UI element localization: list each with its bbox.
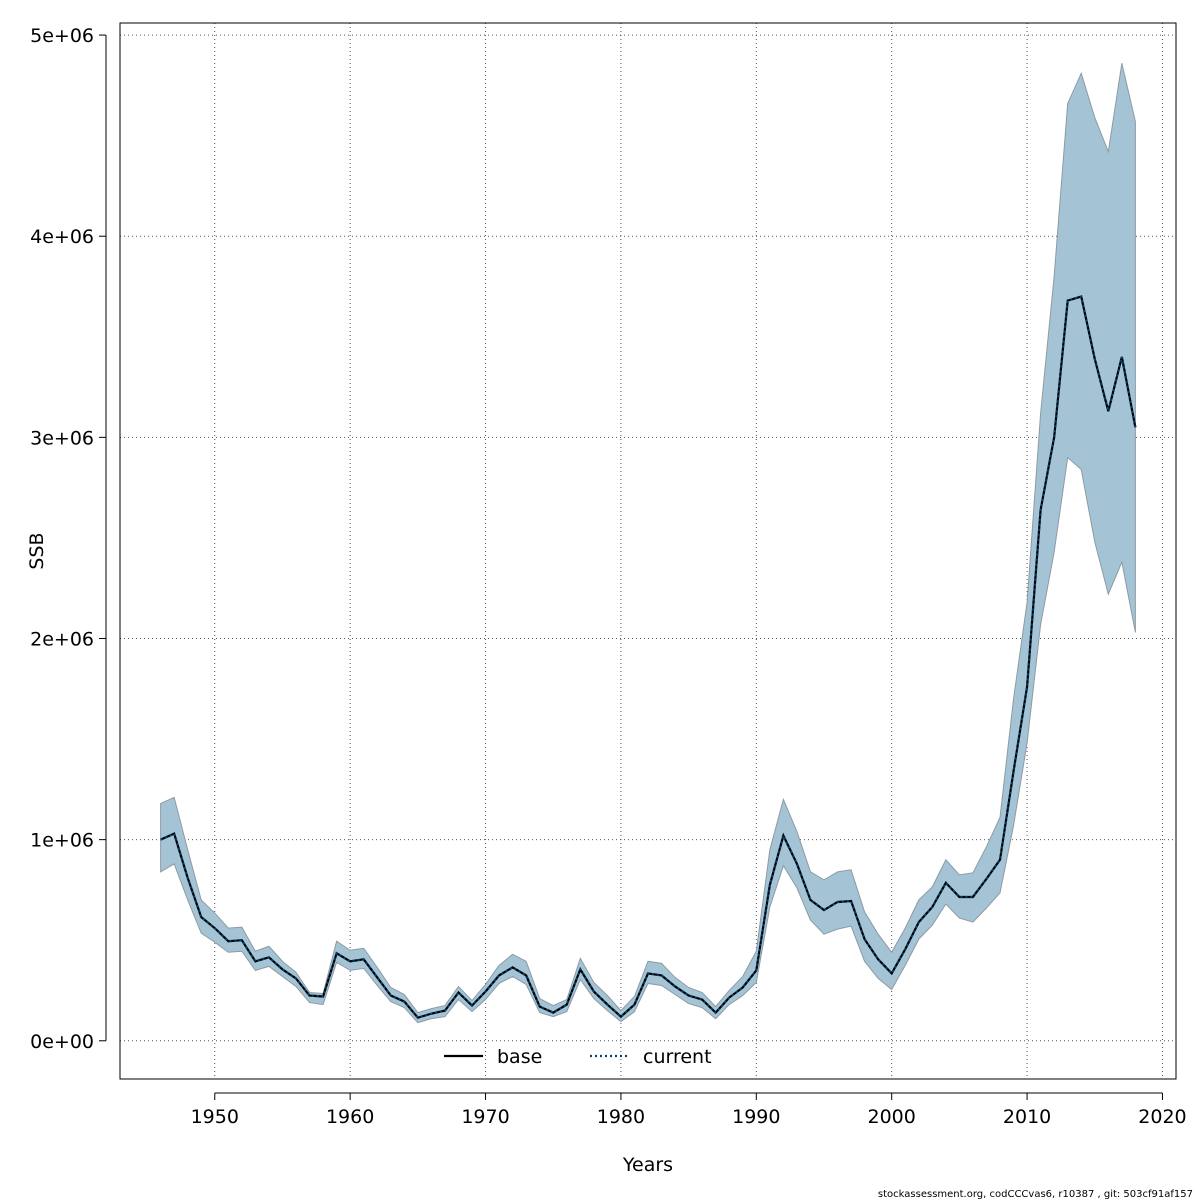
y-tick-label: 3e+06	[30, 427, 94, 449]
plot-frame	[119, 22, 1177, 1080]
grid-lines	[120, 23, 1176, 1079]
y-tick-label: 5e+06	[30, 25, 94, 47]
legend-label-current: current	[643, 1046, 712, 1068]
x-axis: 1950 1960 1970 1980 1990 2000 2010 2020	[191, 1092, 1187, 1128]
footnote: stockassessment.org, codCCCvas6, r10387 …	[878, 1189, 1193, 1200]
y-tick-label: 0e+00	[30, 1031, 94, 1053]
x-tick-label: 1970	[461, 1106, 509, 1128]
y-axis-title: SSB	[26, 532, 48, 569]
y-axis: 0e+00 1e+06 2e+06 3e+06 4e+06 5e+06	[30, 25, 107, 1053]
x-tick-label: 1990	[732, 1106, 780, 1128]
x-axis-title: Years	[622, 1154, 673, 1176]
y-tick-label: 4e+06	[30, 226, 94, 248]
x-tick-label: 1960	[326, 1106, 374, 1128]
y-tick-label: 1e+06	[30, 830, 94, 852]
x-tick-label: 2010	[1003, 1106, 1051, 1128]
x-tick-label: 2020	[1138, 1106, 1186, 1128]
series-line-current	[160, 295, 1137, 1019]
y-tick-label: 2e+06	[30, 628, 94, 650]
x-tick-label: 1950	[191, 1106, 239, 1128]
series-line-base	[160, 295, 1137, 1019]
x-tick-label: 2000	[868, 1106, 916, 1128]
confidence-band	[160, 63, 1136, 1024]
x-tick-label: 1980	[597, 1106, 645, 1128]
legend-label-base: base	[497, 1046, 542, 1068]
legend: base current	[444, 1046, 712, 1068]
